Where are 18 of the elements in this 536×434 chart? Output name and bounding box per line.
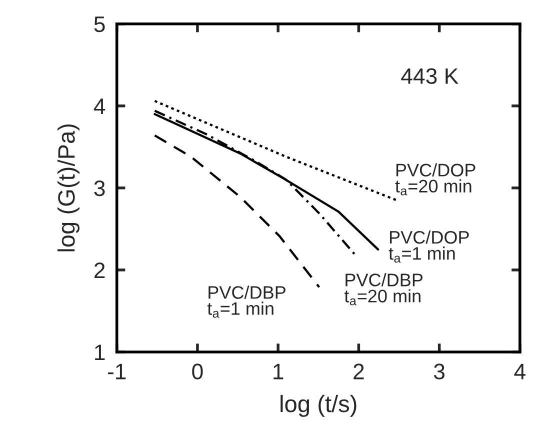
annotation: PVC/DOP t$_{a}$=20 min — [395, 163, 476, 196]
y-tick-label: 1 — [95, 344, 105, 360]
x-tick-label: 1 — [274, 364, 284, 380]
x-tick-label: 2 — [354, 364, 364, 380]
y-tick-label: 2 — [94, 262, 105, 278]
y-axis-title: log (G(t)/Pa) — [57, 124, 80, 252]
y-tick-label: 3 — [94, 180, 105, 196]
x-tick-label: 0 — [192, 364, 203, 380]
x-tick-label: -1 — [108, 364, 126, 380]
y-tick-label: 5 — [94, 16, 105, 32]
x-tick-label: 3 — [434, 364, 445, 380]
annotation: PVC/DBP t$_{a}$=20 min — [344, 273, 422, 306]
annotation: PVC/DOP t$_{a}$=1 min — [388, 230, 469, 263]
annotation: PVC/DBP t$_{a}$=1 min — [207, 286, 286, 318]
y-tick-label: 4 — [94, 98, 106, 114]
annotation: 443 K — [401, 68, 458, 84]
x-axis-title: log (t/s) — [280, 394, 356, 417]
x-tick-label: 4 — [514, 364, 526, 380]
